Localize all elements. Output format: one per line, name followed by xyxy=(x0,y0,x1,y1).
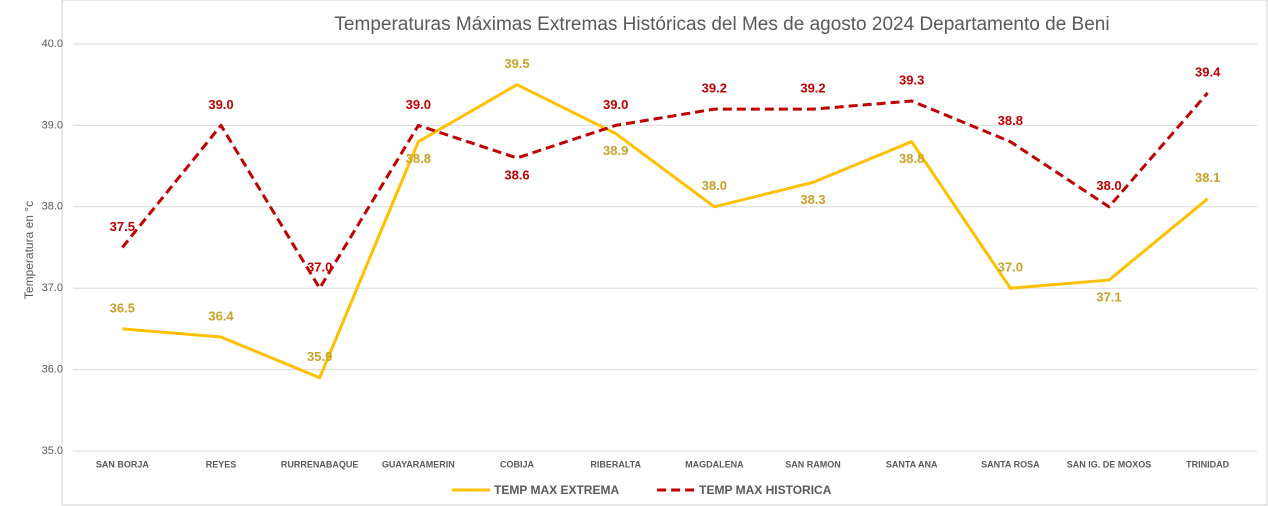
y-tick-label: 40.0 xyxy=(42,38,63,50)
data-label: 38.8 xyxy=(406,151,431,166)
x-tick-label: SAN BORJA xyxy=(96,459,150,469)
x-tick-label: RIBERALTA xyxy=(590,459,641,469)
legend-label: TEMP MAX HISTORICA xyxy=(699,483,832,497)
data-label: 36.4 xyxy=(208,308,234,323)
data-label: 38.3 xyxy=(800,192,825,207)
x-tick-label: GUAYARAMERIN xyxy=(382,459,455,469)
data-label: 39.2 xyxy=(800,81,825,96)
data-label: 38.8 xyxy=(899,151,924,166)
x-tick-label: SANTA ANA xyxy=(886,459,938,469)
data-label: 39.0 xyxy=(406,97,431,112)
x-tick-label: SAN IG. DE MOXOS xyxy=(1067,459,1152,469)
data-label: 37.1 xyxy=(1096,289,1121,304)
line-series xyxy=(122,83,1209,380)
data-label: 39.5 xyxy=(504,56,529,71)
data-label: 39.3 xyxy=(899,72,924,87)
data-label: 38.8 xyxy=(998,113,1023,128)
data-label: 38.0 xyxy=(1096,178,1121,193)
data-label: 39.2 xyxy=(702,81,727,96)
line-series xyxy=(121,91,1209,290)
data-label: 36.5 xyxy=(110,300,135,315)
data-label: 39.0 xyxy=(208,97,233,112)
data-label: 37.5 xyxy=(110,219,135,234)
y-axis-label: Temperatura en °c xyxy=(22,201,36,299)
x-tick-label: COBIJA xyxy=(500,459,535,469)
data-label: 38.0 xyxy=(702,178,727,193)
chart-title: Temperaturas Máximas Extremas Históricas… xyxy=(334,14,1109,35)
y-tick-label: 38.0 xyxy=(42,201,63,213)
y-tick-label: 36.0 xyxy=(42,364,63,376)
legend-label: TEMP MAX EXTREMA xyxy=(494,483,619,497)
data-label: 38.9 xyxy=(603,143,628,158)
x-tick-label: SAN RAMON xyxy=(785,459,841,469)
x-tick-label: SANTA ROSA xyxy=(981,459,1040,469)
data-label: 35.9 xyxy=(307,349,332,364)
data-label: 37.0 xyxy=(998,260,1023,275)
x-tick-label: MAGDALENA xyxy=(685,459,744,469)
data-label: 38.1 xyxy=(1195,170,1220,185)
y-tick-label: 39.0 xyxy=(42,119,63,131)
data-label: 37.0 xyxy=(307,260,332,275)
y-tick-label: 35.0 xyxy=(42,445,63,457)
chart-frame xyxy=(61,0,1268,506)
x-tick-label: REYES xyxy=(206,459,237,469)
x-tick-label: TRINIDAD xyxy=(1186,459,1229,469)
data-label: 39.0 xyxy=(603,97,628,112)
x-tick-label: RURRENABAQUE xyxy=(281,459,359,469)
y-tick-label: 37.0 xyxy=(42,282,63,294)
data-label: 39.4 xyxy=(1195,64,1221,79)
data-label: 38.6 xyxy=(504,167,529,182)
